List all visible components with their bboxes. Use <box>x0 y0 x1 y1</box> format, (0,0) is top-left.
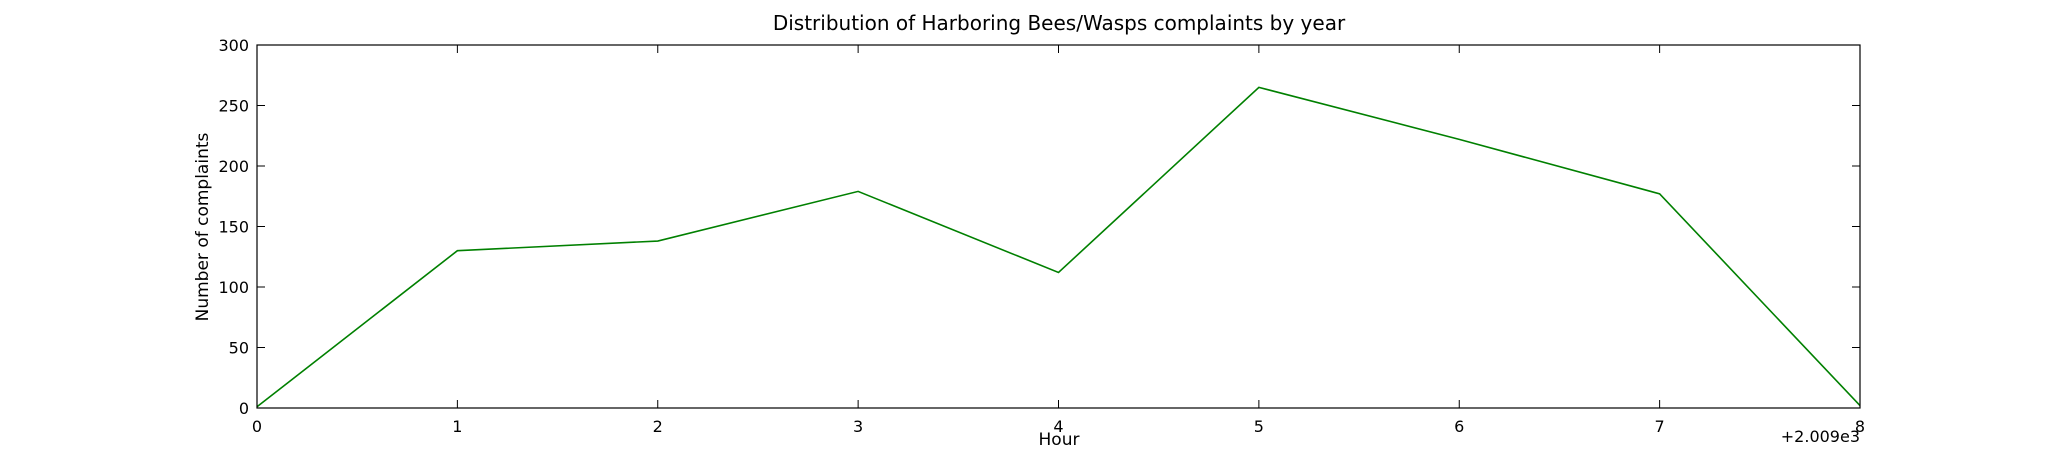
y-tick-label: 50 <box>229 339 249 358</box>
y-axis-label: Number of complaints <box>193 132 213 321</box>
y-tick-label: 150 <box>218 218 249 237</box>
x-tick-label: 4 <box>1053 417 1063 436</box>
x-offset-label: +2.009e3 <box>1781 427 1860 446</box>
x-tick-label: 1 <box>452 417 462 436</box>
plot-frame <box>256 44 1861 409</box>
y-tick-label: 100 <box>218 278 249 297</box>
y-axis: 0 50 100 150 200 250 300 <box>218 36 1860 418</box>
x-tick-label: 3 <box>853 417 863 436</box>
y-tick-label: 250 <box>218 97 249 116</box>
x-tick-label: 2 <box>653 417 663 436</box>
x-tick-label: 0 <box>252 417 262 436</box>
x-tick-label: 6 <box>1454 417 1464 436</box>
y-tick-label: 0 <box>239 399 249 418</box>
x-axis: 0 1 2 3 4 5 6 7 8 <box>252 45 1865 436</box>
x-tick-label: 7 <box>1655 417 1665 436</box>
y-tick-label: 300 <box>218 36 249 55</box>
y-tick-label: 200 <box>218 157 249 176</box>
x-tick-label: 5 <box>1254 417 1264 436</box>
x-axis-label: Hour <box>1039 430 1080 450</box>
chart-title: Distribution of Harboring Bees/Wasps com… <box>773 11 1346 35</box>
x-tick-label: 8 <box>1855 417 1865 436</box>
